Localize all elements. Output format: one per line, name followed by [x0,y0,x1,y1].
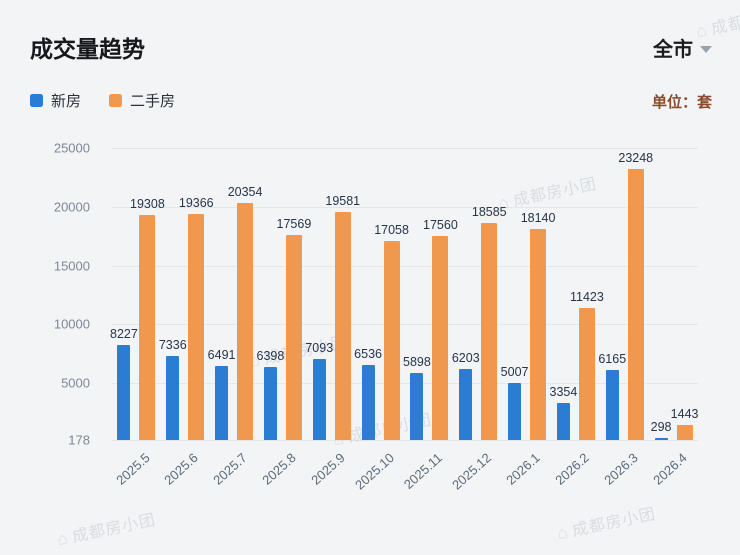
x-axis-label: 2026.4 [650,450,690,488]
bar-二手房[interactable] [432,235,449,440]
value-label: 6491 [207,347,236,362]
y-axis-tick: 25000 [53,140,90,156]
x-axis-label: 2025.8 [259,450,299,488]
value-label: 6203 [451,351,480,366]
legend: 新房 二手房 [30,90,175,111]
gridline [112,206,698,208]
bar-新房[interactable] [508,383,522,440]
bar-二手房[interactable] [383,241,400,440]
legend-item-secondhand-house[interactable]: 二手房 [109,90,175,111]
region-selector[interactable]: 全市 [653,33,712,62]
x-axis-label: 2026.3 [601,450,641,488]
value-label: 3354 [549,384,578,399]
value-label: 1443 [670,407,699,422]
value-label: 8227 [110,327,138,342]
legend-swatch-new-house [30,94,43,107]
y-axis-tick: 20000 [53,199,90,215]
y-axis-tick: 5000 [61,375,90,391]
x-axis-label: 2025.10 [351,450,397,493]
bar-二手房[interactable] [334,211,351,440]
unit-label: 单位：套 [651,94,712,111]
value-label: 7093 [305,340,334,355]
value-label: 17560 [423,217,458,232]
value-label: 6398 [256,348,285,363]
value-label: 23248 [618,150,654,165]
bar-新房[interactable] [215,365,229,440]
bar-二手房[interactable] [578,307,595,440]
bar-新房[interactable] [654,438,668,440]
value-label: 7336 [158,337,187,352]
value-label: 19308 [130,196,165,211]
gridline [112,440,698,441]
value-label: 17058 [374,223,409,238]
x-axis-label: 2025.6 [161,450,202,488]
y-axis: 178 5000 10000 15000 20000 25000 [0,141,90,448]
x-axis-label: 2026.1 [503,450,544,488]
legend-label-secondhand-house: 二手房 [130,93,176,110]
bar-二手房[interactable] [627,168,644,440]
value-label: 6536 [354,347,382,362]
value-label: 6165 [598,351,627,366]
bar-新房[interactable] [459,369,473,440]
value-label: 11423 [569,289,604,304]
region-selector-label: 全市 [653,39,693,61]
value-label: 17569 [276,217,312,232]
bar-新房[interactable] [117,345,131,440]
value-label: 298 [650,420,672,434]
bar-二手房[interactable] [285,235,302,440]
bar-新房[interactable] [556,402,570,440]
bar-二手房[interactable] [676,425,693,440]
x-axis-label: 2026.2 [552,450,592,488]
y-axis-tick: 10000 [53,316,90,332]
x-axis-label: 2025.11 [401,450,446,492]
bar-二手房[interactable] [237,202,254,440]
gridline [112,324,698,326]
chevron-down-icon [700,45,712,53]
x-axis-label: 2025.12 [449,450,495,493]
bar-新房[interactable] [263,366,277,440]
plot-area: 8227 19308 2025.5 7336 19366 2025.6 6491 20354 2… [110,148,699,493]
value-label: 5898 [403,354,431,369]
bar-二手房[interactable] [530,228,547,440]
bar-二手房[interactable] [188,214,205,440]
legend-item-new-house[interactable]: 新房 [30,90,81,111]
value-label: 18585 [471,205,507,220]
gridline [112,383,698,385]
value-label: 19366 [178,196,214,211]
legend-swatch-secondhand-house [109,94,123,107]
page-title: 成交量趋势 [30,36,145,62]
gridline [112,265,698,267]
value-label: 19581 [325,193,361,208]
bar-新房[interactable] [361,365,375,440]
y-axis-tick: 15000 [53,258,90,274]
bar-新房[interactable] [166,355,180,440]
x-axis-label: 2025.9 [308,450,348,488]
value-label: 18140 [520,210,556,225]
bar-新房[interactable] [410,372,424,440]
x-axis-label: 2025.7 [210,450,251,488]
bar-新房[interactable] [312,358,326,440]
value-label: 20354 [227,184,263,199]
gridline [112,148,698,149]
value-label: 5007 [500,365,529,380]
y-axis-tick: 178 [68,432,90,448]
bar-二手房[interactable] [139,214,156,440]
x-axis-label: 2025.5 [112,450,153,488]
bar-新房[interactable] [605,369,619,440]
legend-label-new-house: 新房 [51,93,82,110]
bar-二手房[interactable] [481,223,498,440]
